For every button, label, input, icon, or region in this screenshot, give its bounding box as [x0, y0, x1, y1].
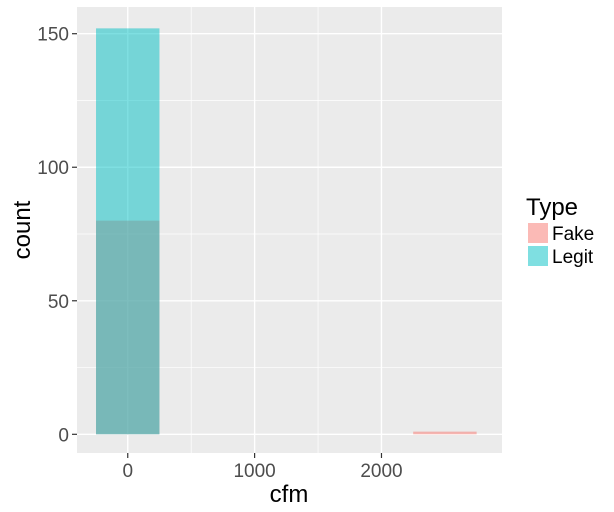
x-axis-title: cfm	[270, 481, 309, 508]
legend-key-fake	[528, 223, 548, 243]
y-axis-title: count	[9, 200, 36, 259]
y-axis-ticks: 0 50 100 150	[37, 25, 77, 446]
x-tick-label: 2000	[360, 461, 402, 482]
x-tick-label: 1000	[233, 461, 275, 482]
y-tick-label: 150	[37, 25, 69, 46]
legend-key-legit	[528, 246, 548, 266]
y-tick-label: 0	[58, 425, 69, 446]
bar-fake	[413, 431, 477, 435]
legend-label-fake: Fake	[552, 224, 594, 245]
legend-title: Type	[526, 194, 578, 221]
x-tick-label: 0	[122, 461, 133, 482]
legend-label-legit: Legit	[552, 247, 594, 268]
histogram-bars	[96, 28, 477, 435]
x-axis-ticks: 0 1000 2000	[122, 453, 403, 482]
y-tick-label: 50	[48, 292, 69, 313]
y-tick-label: 100	[37, 158, 69, 179]
bar-legit	[96, 28, 160, 435]
